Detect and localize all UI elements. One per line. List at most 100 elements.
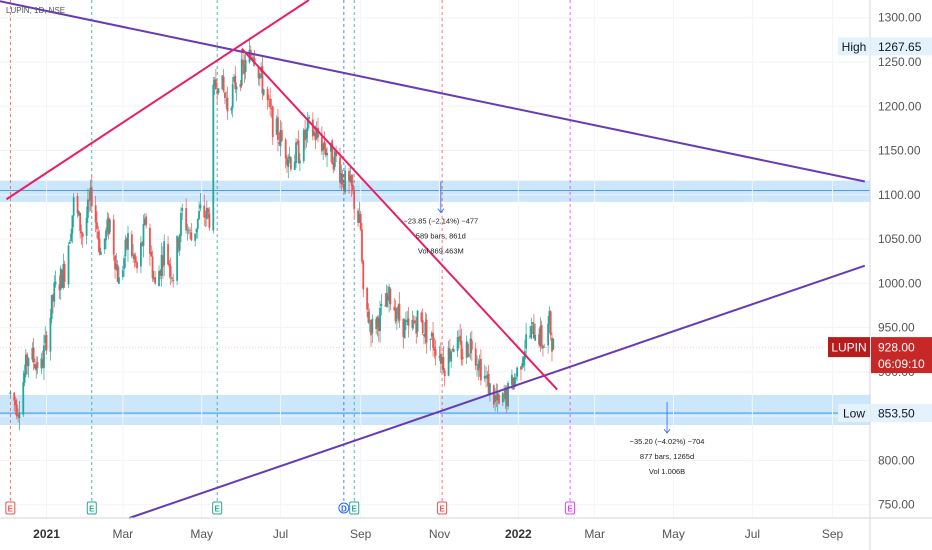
candle-body xyxy=(474,348,477,366)
candle-body xyxy=(468,354,471,356)
candle-body xyxy=(125,238,128,248)
candle-body xyxy=(27,358,30,367)
candle-body xyxy=(415,323,418,334)
candle-body xyxy=(88,199,91,201)
earnings-marker[interactable] xyxy=(5,501,16,515)
candle-body xyxy=(311,119,314,137)
candle-body xyxy=(386,295,389,300)
candle-body xyxy=(512,377,515,390)
y-tick-label: 750.00 xyxy=(878,498,915,512)
candle-body xyxy=(14,400,17,406)
trend-line-1[interactable] xyxy=(128,264,866,519)
zone-0 xyxy=(0,180,870,202)
candle-body xyxy=(76,196,79,214)
candle-body xyxy=(531,321,534,324)
candle-body xyxy=(433,347,436,351)
candle-body xyxy=(448,349,451,359)
candle-body xyxy=(470,340,473,350)
earnings-marker[interactable] xyxy=(437,501,448,515)
candle-body xyxy=(68,241,71,244)
candle-body xyxy=(302,129,305,162)
last-price-value: 928.00 xyxy=(878,341,915,355)
candle-body xyxy=(87,199,89,218)
candle-body xyxy=(224,92,226,99)
candle-body xyxy=(9,392,12,395)
candle-body xyxy=(221,75,224,90)
x-tick-label: 2022 xyxy=(505,527,532,541)
candle-body xyxy=(296,141,299,144)
candle-body xyxy=(367,311,370,323)
candle-body xyxy=(194,233,197,241)
y-tick-label: 1150.00 xyxy=(878,144,921,158)
candle-body xyxy=(176,236,179,281)
candle-body xyxy=(402,318,405,337)
candle-body xyxy=(242,60,244,65)
candle-body xyxy=(295,142,297,164)
earnings-marker[interactable] xyxy=(349,501,360,515)
grid xyxy=(0,0,870,518)
x-tick-label: 2021 xyxy=(33,527,60,541)
candle-body xyxy=(362,260,365,290)
candle-body xyxy=(441,356,444,365)
candle-body xyxy=(397,306,400,316)
candle-body xyxy=(495,394,498,401)
candle-body xyxy=(36,362,39,369)
trend-line-2[interactable] xyxy=(5,0,310,201)
x-tick-label: Mar xyxy=(584,527,605,541)
trend-line-0[interactable] xyxy=(0,0,866,183)
candle-body xyxy=(388,286,391,302)
x-tick-label: Sep xyxy=(822,527,844,541)
candle-body xyxy=(45,335,48,351)
candle-body xyxy=(384,305,387,307)
candle-body xyxy=(277,117,279,140)
candle-body xyxy=(17,415,19,417)
candle-body xyxy=(406,320,409,322)
trend-lines[interactable] xyxy=(0,0,870,519)
earnings-marker[interactable] xyxy=(86,501,97,515)
candle-body xyxy=(181,207,184,211)
earnings-marker[interactable] xyxy=(212,501,223,515)
candle-body xyxy=(134,256,137,263)
candle-body xyxy=(222,76,225,92)
candle-body xyxy=(507,382,509,407)
candle-body xyxy=(169,266,172,277)
candle-body xyxy=(335,152,338,157)
x-tick-label: Sep xyxy=(350,527,372,541)
candle-body xyxy=(168,263,171,267)
candle-body xyxy=(349,176,352,182)
candle-body xyxy=(132,253,135,255)
candle-body xyxy=(50,295,53,319)
candle-body xyxy=(208,213,211,228)
earnings-marker[interactable] xyxy=(565,501,576,515)
candle-body xyxy=(304,129,306,141)
candle-body xyxy=(62,264,65,288)
trend-line-3[interactable] xyxy=(241,48,558,391)
candle-body xyxy=(547,323,550,346)
candle-body xyxy=(314,133,317,141)
candle-body xyxy=(423,334,425,337)
candle-body xyxy=(81,233,84,237)
candle-body xyxy=(477,364,480,371)
candle-body xyxy=(340,172,343,184)
candle-body xyxy=(98,238,101,254)
candle-body xyxy=(178,234,181,251)
candle-body xyxy=(230,107,233,111)
candle-body xyxy=(341,174,344,185)
candle-body xyxy=(478,360,481,368)
candle-body xyxy=(160,254,163,277)
candle-body xyxy=(161,256,164,267)
candle-body xyxy=(361,229,363,262)
y-tick-label: 1000.00 xyxy=(878,276,922,290)
candle-body xyxy=(492,385,495,405)
dividend-marker[interactable] xyxy=(338,502,350,514)
candle-body xyxy=(212,84,215,231)
candle-body xyxy=(522,357,525,366)
candle-body xyxy=(32,347,35,363)
candle-body xyxy=(549,311,552,336)
candle-body xyxy=(352,184,354,191)
candle-body xyxy=(278,142,281,145)
candle-body xyxy=(332,162,335,170)
candle-body xyxy=(35,364,38,371)
